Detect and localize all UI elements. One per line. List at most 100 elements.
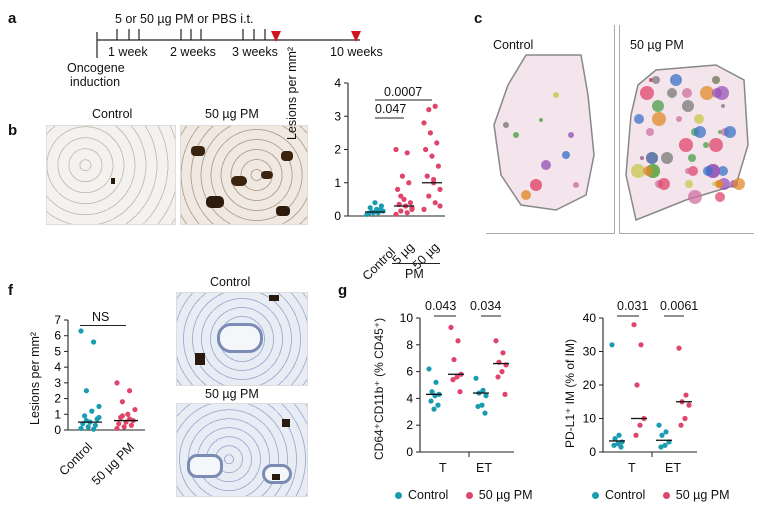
g-right-y-axis: 0 10 20 30 40: [583, 311, 697, 459]
panel-b-letter: b: [8, 122, 18, 139]
data-point: [475, 403, 481, 410]
data-point: [82, 413, 88, 419]
c-pm-label: 50 µg PM: [630, 38, 684, 52]
lesion-blob: [521, 190, 531, 200]
treatment-label: 5 or 50 µg PM or PBS i.t.: [115, 12, 254, 26]
lesion-blob: [649, 78, 653, 82]
lesion-blob: [652, 100, 664, 112]
data-point: [473, 375, 479, 381]
lesion-blob: [530, 179, 542, 191]
panel-a-letter: a: [8, 10, 17, 27]
g-right-cat-ET: ET: [665, 461, 681, 475]
legend2-pm-label: 50 µg PM: [675, 488, 730, 502]
lesion-blob: [562, 151, 570, 159]
lesion-blob: [640, 86, 654, 100]
data-point: [435, 402, 441, 408]
y-tick-label: 3: [54, 376, 61, 390]
data-point: [612, 436, 618, 442]
lesion-blob: [652, 76, 660, 84]
lesion-blob: [643, 166, 653, 176]
data-point: [479, 402, 485, 408]
data-point: [370, 210, 376, 216]
b-dotplot: 0 1 2 3 4: [334, 76, 445, 223]
data-point: [455, 338, 461, 344]
data-point: [480, 387, 486, 393]
g-left-ylabel: CD64⁺CD11b⁺ (% CD45⁺): [372, 317, 386, 460]
g-left-points: [426, 324, 509, 416]
data-point: [398, 193, 404, 199]
data-point: [426, 107, 432, 113]
data-point: [132, 406, 138, 413]
data-point: [395, 186, 401, 192]
b-pm-bracket: [392, 263, 440, 264]
y-tick-label: 0: [406, 445, 413, 459]
y-tick-label: 40: [583, 311, 597, 325]
y-tick-label: 10: [583, 412, 597, 426]
panel-f-letter: f: [8, 282, 13, 299]
data-point: [482, 410, 488, 416]
oncogene-label: Oncogene: [67, 61, 125, 75]
g-right-pvalue-ET: 0.0061: [660, 299, 699, 313]
b-points: [364, 103, 443, 217]
g-left-pvalue-T: 0.043: [425, 299, 457, 313]
data-point: [91, 426, 97, 432]
data-point: [638, 342, 644, 348]
lesion-blob: [661, 152, 673, 164]
g-right-legend: Control 50 µg PM: [592, 488, 730, 502]
data-point: [500, 350, 506, 356]
data-point: [633, 432, 639, 438]
lesion-blob: [715, 180, 723, 188]
data-point: [424, 173, 430, 179]
data-point: [85, 424, 91, 430]
y-tick-label: 2: [54, 392, 61, 406]
g-left-pvalue-ET: 0.034: [470, 299, 502, 313]
lesion-blob: [718, 166, 728, 176]
data-point: [393, 146, 399, 153]
data-point: [686, 402, 692, 408]
g-right-dotplot: 0 10 20 30 40: [583, 311, 697, 459]
legend-control-dot: [395, 492, 402, 499]
data-point: [78, 425, 84, 432]
data-point: [364, 211, 370, 217]
lesion-blob: [682, 100, 694, 112]
data-point: [404, 210, 410, 216]
data-point: [663, 429, 669, 435]
lesion-blob: [703, 142, 709, 148]
harvest-marker-2: [351, 31, 361, 42]
y-tick-label: 7: [54, 313, 61, 327]
data-point: [656, 422, 662, 428]
data-point: [421, 120, 427, 126]
data-point: [428, 398, 434, 404]
data-point: [127, 388, 133, 394]
data-point: [611, 442, 617, 448]
legend-pm-label: 50 µg PM: [478, 488, 533, 502]
data-point: [448, 324, 454, 330]
data-point: [406, 180, 412, 186]
legend2-control-dot: [592, 492, 599, 499]
b-control-image-label: Control: [92, 107, 133, 121]
b-control-micrograph: [46, 125, 176, 225]
data-point: [432, 200, 438, 206]
y-tick-label: 1: [334, 176, 341, 190]
data-point: [91, 339, 97, 345]
data-point: [407, 200, 413, 206]
b-pvalue-2: 0.0007: [384, 85, 423, 99]
data-point: [676, 345, 682, 351]
data-point: [454, 374, 460, 380]
lesion-blob: [712, 182, 716, 186]
lesion-blob: [541, 160, 551, 170]
data-point: [116, 421, 122, 427]
f-pm-image-label: 50 µg PM: [205, 387, 259, 401]
g-right-points: [609, 322, 692, 450]
induction-label: induction: [70, 75, 121, 89]
lesion-blob: [694, 126, 706, 138]
data-point: [678, 422, 684, 428]
legend-pm-dot: [465, 492, 473, 499]
data-point: [495, 374, 501, 380]
panel-g-letter: g: [338, 282, 348, 299]
data-point: [92, 422, 98, 428]
data-point: [114, 425, 120, 432]
c-control-lung: [493, 54, 595, 211]
data-point: [432, 103, 438, 109]
